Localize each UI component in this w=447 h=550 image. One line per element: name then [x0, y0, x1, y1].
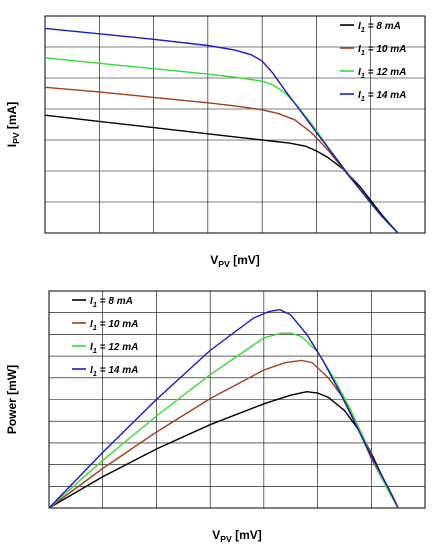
legend-entry: I1 = 14 mA — [90, 365, 138, 378]
legend-label-main: I — [90, 319, 93, 330]
series-line-4 — [48, 308, 399, 509]
y-axis-label-sub: PV — [11, 132, 21, 144]
legend-entry: I1 = 14 mA — [358, 90, 406, 103]
legend-label-sub: 1 — [93, 323, 97, 332]
x-axis-label-rest: [mV] — [232, 528, 262, 542]
legend-label-main: I — [358, 44, 361, 55]
legend-label-rest: = 10 mA — [365, 44, 406, 55]
legend-label-main: I — [358, 67, 361, 78]
series-line-2 — [48, 359, 399, 509]
legend-entry: I1 = 12 mA — [358, 67, 406, 80]
plot-frame — [44, 15, 426, 234]
x-axis-label-sub: PV — [220, 534, 232, 544]
legend-label-sub: 1 — [93, 300, 97, 309]
legend-label-main: I — [358, 90, 361, 101]
legend-label-sub: 1 — [93, 369, 97, 378]
legend-entry: I1 = 12 mA — [90, 342, 138, 355]
series-line-1 — [44, 114, 399, 234]
x-axis-label-sub: PV — [218, 259, 230, 269]
legend-label-sub: 1 — [93, 346, 97, 355]
x-axis-label: VPV [mV] — [212, 528, 262, 544]
x-axis-label-main: V — [210, 253, 218, 267]
legend-label-rest: = 8 mA — [365, 21, 401, 32]
x-axis-label-rest: [mV] — [230, 253, 260, 267]
legend-entry: I1 = 8 mA — [358, 21, 401, 34]
legend-entry: I1 = 8 mA — [90, 296, 133, 309]
legend-label-rest: = 12 mA — [97, 342, 138, 353]
y-axis-label-main: Power [mW] — [5, 365, 19, 434]
x-axis-label-main: V — [212, 528, 220, 542]
series-line-3 — [48, 332, 399, 509]
series-line-1 — [48, 390, 399, 509]
legend-entry: I1 = 10 mA — [90, 319, 138, 332]
series-line-4 — [44, 27, 399, 234]
y-axis-label-rest: [mA] — [5, 102, 19, 133]
x-axis-label: VPV [mV] — [210, 253, 260, 269]
legend-label-main: I — [90, 296, 93, 307]
legend-label-rest: = 14 mA — [365, 90, 406, 101]
y-axis-label-main: I — [5, 144, 19, 147]
y-axis-label: IPV [mA] — [5, 102, 21, 148]
plot-frame — [48, 290, 426, 509]
legend-label-rest: = 12 mA — [365, 67, 406, 78]
series-line-3 — [44, 57, 399, 234]
legend-label-sub: 1 — [361, 48, 365, 57]
y-axis-label: Power [mW] — [5, 365, 19, 434]
legend-label-rest: = 14 mA — [97, 365, 138, 376]
legend-label-sub: 1 — [361, 94, 365, 103]
legend-label-rest: = 8 mA — [97, 296, 133, 307]
legend-label-rest: = 10 mA — [97, 319, 138, 330]
legend-label-main: I — [358, 21, 361, 32]
legend-entry: I1 = 10 mA — [358, 44, 406, 57]
legend-label-main: I — [90, 365, 93, 376]
legend-label-main: I — [90, 342, 93, 353]
legend-label-sub: 1 — [361, 25, 365, 34]
legend-label-sub: 1 — [361, 71, 365, 80]
